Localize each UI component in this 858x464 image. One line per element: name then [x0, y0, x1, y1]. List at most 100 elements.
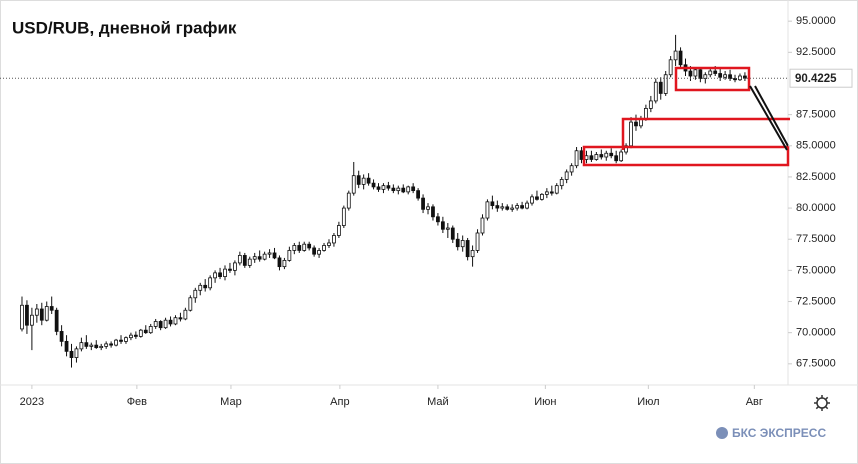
- candle-body: [460, 240, 465, 248]
- candle-body: [25, 304, 29, 326]
- candle-body: [233, 262, 237, 271]
- candle-body: [69, 350, 74, 358]
- candle-body: [445, 227, 450, 230]
- candle-body: [198, 284, 203, 291]
- y-tick-label: 70.0000: [796, 327, 836, 339]
- candle-body: [332, 235, 336, 244]
- candle-body: [544, 191, 549, 195]
- candle-body: [530, 196, 534, 204]
- candle-body: [188, 297, 193, 311]
- candle-body: [173, 317, 178, 325]
- annotation-arrow: [749, 85, 788, 151]
- candle-body: [658, 81, 663, 94]
- candle-body: [668, 59, 673, 76]
- candle-body: [495, 205, 500, 209]
- candle-body: [589, 155, 594, 160]
- candle-body: [688, 70, 693, 77]
- x-tick-label: Май: [427, 396, 449, 408]
- candle-body: [371, 182, 376, 188]
- candle-body: [193, 289, 198, 299]
- candle-body: [708, 70, 713, 76]
- candle-body: [480, 217, 485, 234]
- candle-body: [663, 74, 668, 94]
- candle-body: [421, 197, 425, 210]
- candle-body: [693, 69, 698, 77]
- candle-body: [431, 206, 435, 218]
- candle-body: [168, 319, 173, 325]
- candle-body: [277, 257, 282, 268]
- candle-body: [30, 314, 34, 326]
- candle-body: [257, 256, 262, 260]
- candle-body: [322, 245, 326, 251]
- candle-body: [386, 185, 391, 189]
- candle-body: [312, 247, 317, 255]
- candle-body: [401, 187, 406, 193]
- candle-body: [366, 177, 371, 184]
- candle-body: [262, 253, 267, 260]
- candle-body: [237, 255, 242, 264]
- candle-body: [440, 221, 445, 230]
- candle-body: [515, 205, 520, 209]
- y-tick-label: 82.5000: [796, 171, 836, 183]
- candle-body: [549, 191, 554, 194]
- candle-body: [653, 81, 658, 102]
- candle-body: [208, 277, 213, 289]
- candle-body: [94, 344, 99, 349]
- y-tick-label: 92.5000: [796, 46, 836, 58]
- x-tick-label: Апр: [330, 396, 349, 408]
- candle-body: [138, 329, 143, 337]
- candle-body: [356, 175, 361, 185]
- candle-body: [698, 69, 703, 79]
- candle-body: [104, 343, 109, 347]
- candle-body: [594, 154, 599, 160]
- candle-body: [450, 227, 455, 240]
- candle-body: [361, 177, 366, 185]
- y-tick-label: 85.0000: [796, 140, 836, 152]
- candle-body: [505, 206, 510, 210]
- settings-icon[interactable]: [814, 395, 830, 411]
- candle-body: [327, 242, 331, 246]
- x-tick-label: Июл: [637, 396, 659, 408]
- candle-body: [44, 306, 49, 321]
- candle-body: [520, 205, 524, 209]
- last-price-label: 90.4225: [795, 73, 837, 85]
- candle-body: [119, 339, 123, 342]
- candle-body: [713, 70, 718, 74]
- logo: БКС ЭКСПРЕСС: [716, 426, 826, 440]
- candle-body: [297, 245, 302, 251]
- candle-body: [79, 342, 84, 350]
- candle-body: [629, 121, 633, 147]
- candle-body: [183, 309, 188, 320]
- candle-body: [74, 348, 79, 358]
- y-tick-label: 77.5000: [796, 233, 836, 245]
- candle-body: [223, 268, 227, 278]
- candle-body: [678, 50, 683, 66]
- last-price-box: [789, 68, 853, 88]
- candle-body: [163, 319, 168, 329]
- candle-body: [351, 175, 356, 194]
- candle-body: [292, 245, 297, 251]
- candle-body: [500, 206, 505, 209]
- candle-body: [619, 151, 624, 162]
- candle-body: [337, 225, 341, 236]
- candle-body: [39, 308, 44, 321]
- candle-body: [242, 255, 247, 266]
- candle-body: [718, 73, 723, 78]
- candle-body: [723, 74, 727, 78]
- candle-body: [203, 284, 208, 289]
- candle-body: [644, 107, 648, 119]
- candle-body: [99, 345, 104, 349]
- candle-body: [302, 243, 307, 251]
- candle-body: [228, 268, 232, 271]
- candle-body: [525, 202, 529, 209]
- candle-body: [381, 185, 386, 190]
- y-tick-label: 67.5000: [796, 358, 836, 370]
- candle-body: [490, 201, 495, 206]
- candle-body: [153, 321, 158, 327]
- candle-body: [475, 232, 480, 251]
- candle-body: [391, 187, 396, 192]
- candle-body: [376, 186, 381, 190]
- candle-body: [317, 250, 321, 255]
- candle-body: [634, 121, 638, 127]
